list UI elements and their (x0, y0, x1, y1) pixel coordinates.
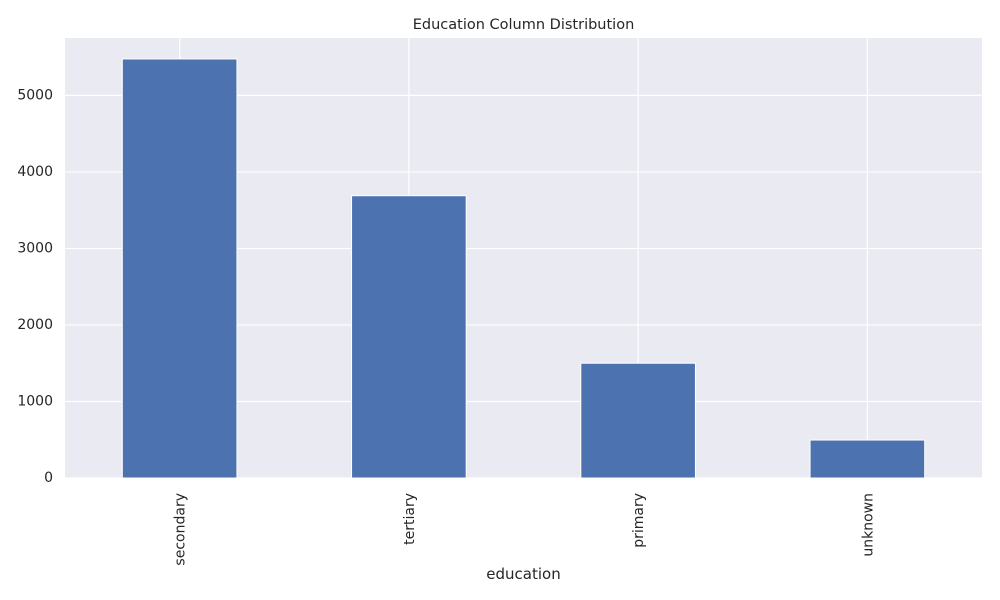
x-tick-label: secondary (173, 493, 189, 566)
bar-unknown (809, 439, 926, 479)
bar-tertiary (351, 195, 467, 479)
x-axis-ticks: secondary tertiary primary unknown (173, 493, 877, 566)
y-tick-label: 1000 (17, 393, 53, 409)
y-axis-ticks: 0 1000 2000 3000 4000 5000 (17, 87, 53, 486)
x-tick-label: unknown (860, 493, 876, 557)
y-tick-label: 5000 (17, 87, 53, 103)
bars (121, 58, 926, 479)
x-axis-label: education (486, 565, 560, 583)
y-tick-label: 2000 (17, 317, 53, 333)
x-tick-label: primary (631, 493, 647, 548)
y-tick-label: 3000 (17, 240, 53, 256)
bar-secondary (121, 58, 238, 479)
chart-title: Education Column Distribution (413, 17, 635, 33)
bar-primary (580, 362, 696, 479)
y-tick-label: 0 (44, 470, 53, 486)
x-tick-label: tertiary (402, 493, 418, 545)
y-tick-label: 4000 (17, 164, 53, 180)
